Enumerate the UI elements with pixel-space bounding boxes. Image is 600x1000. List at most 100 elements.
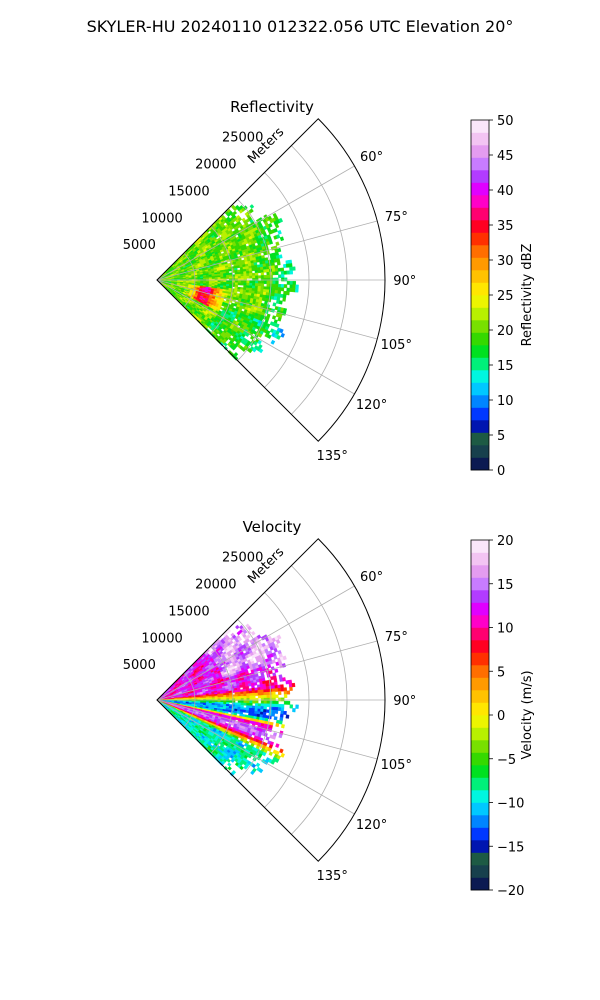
reflectivity-cell	[278, 274, 282, 279]
colorbar-segment	[471, 790, 489, 803]
velocity-cell	[249, 702, 253, 707]
reflectivity-cell	[266, 286, 270, 291]
velocity-cell	[247, 625, 252, 631]
colorbar-tick-label: 40	[497, 184, 514, 199]
reflectivity-cell	[240, 282, 244, 286]
colorbar-segment	[471, 157, 489, 171]
reflectivity-cell	[289, 287, 293, 293]
velocity-cell	[253, 682, 258, 686]
reflectivity-cell	[247, 348, 253, 354]
reflectivity-cell	[241, 347, 247, 352]
reflectivity-cell	[243, 278, 247, 281]
reflectivity-cell	[243, 280, 247, 284]
reflectivity-cell	[266, 280, 271, 285]
reflectivity-field	[158, 204, 299, 361]
reflectivity-cell	[255, 280, 259, 284]
colorbar-segment	[471, 602, 489, 616]
velocity-cell	[266, 697, 270, 702]
velocity-cell	[274, 643, 280, 649]
reflectivity-cell	[240, 280, 245, 284]
velocity-cell	[226, 696, 230, 700]
azimuth-spoke	[156, 279, 378, 340]
azimuth-spoke	[156, 220, 378, 281]
reflectivity-cell	[243, 285, 247, 289]
colorbar-segment	[471, 207, 489, 221]
velocity-cell	[260, 689, 264, 693]
colorbar-segment	[471, 345, 489, 358]
reflectivity-cell	[260, 275, 265, 279]
reflectivity-cell	[211, 277, 216, 280]
velocity-cell	[240, 693, 244, 697]
colorbar-segment	[471, 445, 489, 458]
velocity-cell	[246, 693, 250, 697]
reflectivity-cell	[260, 277, 265, 282]
velocity-cell	[265, 709, 270, 714]
colorbar-segment	[471, 407, 489, 421]
reflectivity-cell	[243, 282, 247, 286]
colorbar-tick-label: 50	[497, 114, 514, 129]
velocity-cell	[260, 706, 265, 710]
azimuth-tick-label: 75°	[385, 210, 408, 225]
reflectivity-cell	[268, 222, 273, 228]
reflectivity-cell	[280, 287, 285, 292]
velocity-cell	[272, 700, 276, 705]
reflectivity-cell	[272, 302, 277, 307]
reflectivity-cell	[280, 270, 285, 275]
velocity-cell	[286, 690, 291, 695]
reflectivity-cell	[283, 284, 288, 289]
colorbar-segment	[471, 840, 489, 853]
velocity-cell	[277, 707, 282, 712]
reflectivity-cell	[263, 277, 268, 282]
colorbar-segment	[471, 232, 489, 246]
colorbar-segment	[471, 677, 489, 691]
velocity-cell	[226, 628, 232, 634]
reflectivity-cell	[236, 288, 241, 292]
colorbar-segment	[471, 727, 489, 741]
colorbar-segment	[471, 432, 489, 446]
reflectivity-cell	[292, 281, 297, 286]
velocity-cell	[257, 689, 262, 694]
colorbar-tick-label: 30	[497, 254, 514, 269]
colorbar-segment	[471, 565, 489, 578]
colorbar-segment	[471, 702, 489, 716]
velocity-cell	[288, 679, 293, 685]
velocity-cell	[260, 700, 265, 704]
reflectivity-cell	[234, 276, 239, 279]
reflectivity-cell	[274, 268, 279, 272]
colorbar-tick-label: −20	[497, 884, 524, 899]
velocity-cell	[260, 695, 265, 699]
range-tick-label: 10000	[141, 211, 182, 226]
reflectivity-cell	[234, 280, 239, 284]
velocity-azimuth-ticks: 60°75°90°105°120°135°	[317, 570, 417, 884]
azimuth-tick-label: 120°	[356, 398, 387, 413]
velocity-cell	[246, 702, 250, 706]
reflectivity-cell	[268, 240, 274, 245]
reflectivity-cell	[274, 223, 280, 229]
velocity-cell	[272, 694, 276, 699]
reflectivity-cell	[249, 273, 253, 277]
reflectivity-cell	[263, 269, 267, 273]
azimuth-tick-label: 75°	[385, 630, 408, 645]
colorbar-segment	[471, 590, 489, 603]
velocity-cell	[285, 714, 290, 719]
reflectivity-cell	[271, 315, 277, 320]
reflectivity-cell	[267, 334, 272, 339]
colorbar-segment	[471, 652, 489, 666]
reflectivity-cell	[229, 276, 233, 279]
reflectivity-cell	[284, 277, 288, 282]
reflectivity-cell	[280, 267, 285, 272]
velocity-cell	[263, 709, 267, 713]
velocity-cell	[223, 694, 227, 698]
colorbar-segment	[471, 195, 489, 208]
colorbar-segment	[471, 132, 489, 146]
velocity-cell	[282, 655, 287, 661]
reflectivity-cell	[292, 284, 296, 289]
velocity-cell	[263, 700, 268, 705]
reflectivity-cell	[288, 259, 293, 265]
range-tick-label: 25000	[222, 131, 263, 146]
velocity-cell	[234, 694, 239, 697]
velocity-cell	[283, 687, 288, 692]
reflectivity-cell	[249, 208, 254, 214]
reflectivity-cell	[263, 274, 268, 279]
